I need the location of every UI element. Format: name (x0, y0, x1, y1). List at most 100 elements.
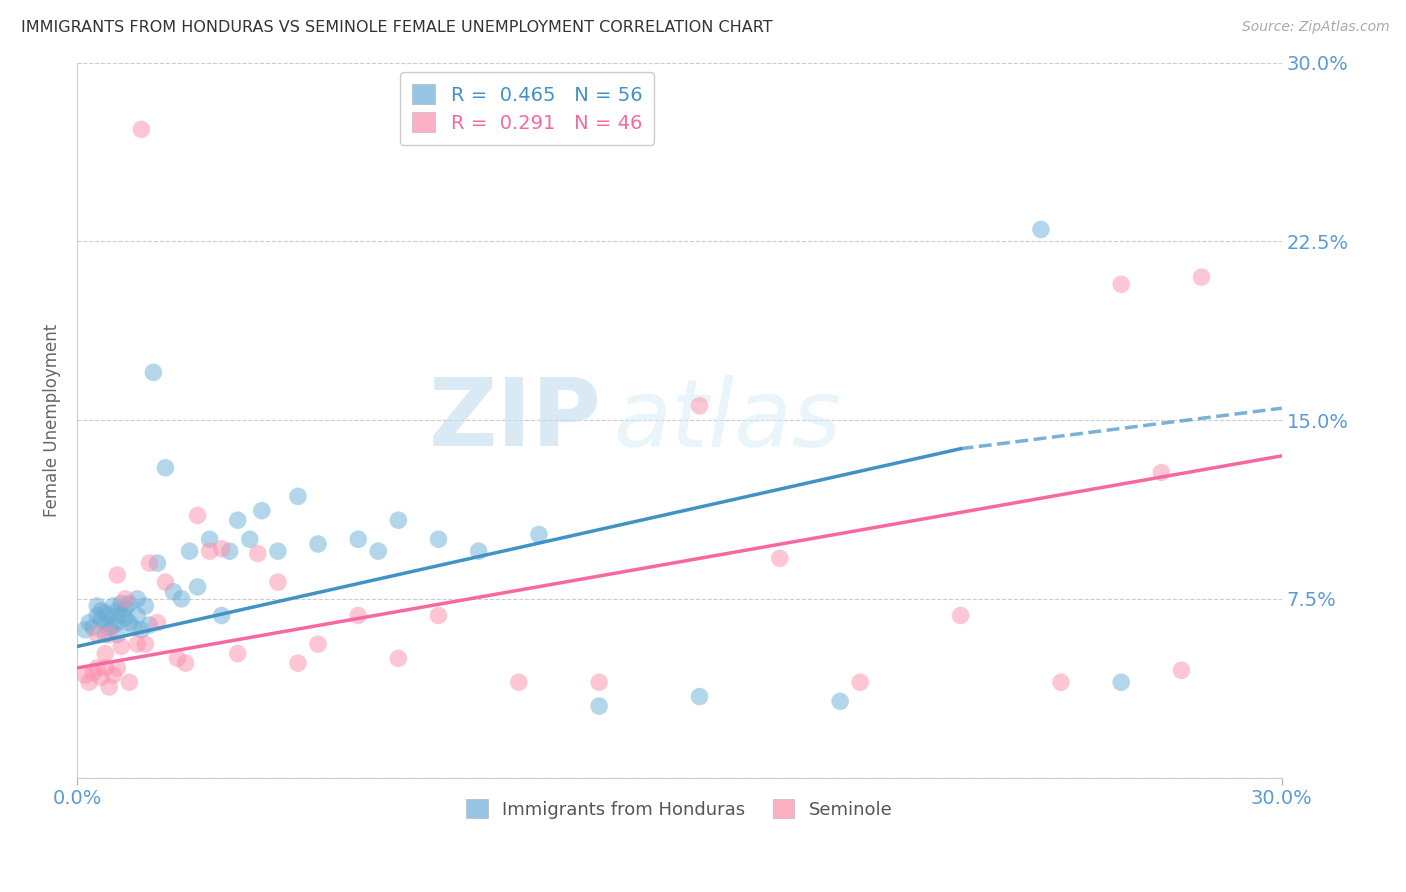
Point (287, 489, 309, 503)
Point (267, 544, 290, 558)
Point (1150, 466, 1173, 480)
Point (86, 599, 108, 613)
Point (166, 651, 188, 665)
Point (98, 620, 121, 634)
Point (77, 675, 100, 690)
Point (467, 544, 489, 558)
Point (94, 627, 117, 641)
Point (134, 599, 156, 613)
Point (105, 568, 128, 582)
Point (118, 675, 141, 690)
Point (949, 608, 972, 623)
Point (769, 551, 792, 566)
Point (155, 460, 177, 475)
Point (1191, 270, 1213, 285)
Point (246, 547, 269, 561)
Point (122, 620, 145, 634)
Point (105, 615, 128, 630)
Point (110, 597, 132, 611)
Point (138, 556, 160, 570)
Point (155, 575, 177, 590)
Point (508, 675, 530, 690)
Point (387, 513, 409, 527)
Point (427, 533, 450, 547)
Point (387, 651, 409, 665)
Point (75, 623, 97, 637)
Point (105, 661, 128, 675)
Point (287, 656, 309, 670)
Y-axis label: Female Unemployment: Female Unemployment (44, 324, 60, 516)
Point (427, 608, 450, 623)
Point (588, 699, 610, 714)
Point (94, 606, 117, 620)
Point (347, 533, 370, 547)
Point (689, 690, 711, 704)
Point (114, 601, 136, 615)
Point (105, 604, 128, 618)
Point (142, 366, 165, 380)
Text: atlas: atlas (613, 375, 841, 466)
Point (347, 608, 370, 623)
Point (267, 575, 290, 590)
Point (367, 544, 389, 558)
Point (239, 533, 262, 547)
Point (75, 668, 97, 682)
Point (103, 618, 125, 632)
Point (134, 637, 156, 651)
Point (307, 537, 329, 551)
Point (211, 541, 233, 556)
Point (179, 544, 201, 558)
Point (94, 647, 117, 661)
Point (114, 591, 136, 606)
Point (98, 680, 121, 694)
Point (198, 544, 221, 558)
Point (118, 597, 141, 611)
Point (226, 647, 249, 661)
Point (110, 608, 132, 623)
Point (90, 613, 112, 627)
Point (1109, 277, 1132, 292)
Legend: Immigrants from Honduras, Seminole: Immigrants from Honduras, Seminole (460, 792, 900, 826)
Point (830, 694, 852, 708)
Point (211, 608, 233, 623)
Point (98, 627, 121, 641)
Point (146, 556, 169, 570)
Point (110, 640, 132, 654)
Point (187, 508, 209, 523)
Point (118, 615, 141, 630)
Point (307, 637, 329, 651)
Point (689, 399, 711, 413)
Point (218, 544, 240, 558)
Point (174, 656, 197, 670)
Point (162, 584, 184, 599)
Point (98, 608, 121, 623)
Point (588, 675, 610, 690)
Text: ZIP: ZIP (429, 374, 602, 467)
Point (86, 661, 108, 675)
Point (1170, 663, 1192, 677)
Text: Source: ZipAtlas.com: Source: ZipAtlas.com (1241, 20, 1389, 34)
Point (146, 615, 169, 630)
Point (82, 620, 104, 634)
Point (849, 675, 872, 690)
Point (90, 604, 112, 618)
Point (1029, 222, 1052, 236)
Point (103, 599, 125, 613)
Point (198, 533, 221, 547)
Point (187, 580, 209, 594)
Point (527, 527, 550, 541)
Point (105, 627, 128, 641)
Point (82, 665, 104, 680)
Point (170, 591, 193, 606)
Text: IMMIGRANTS FROM HONDURAS VS SEMINOLE FEMALE UNEMPLOYMENT CORRELATION CHART: IMMIGRANTS FROM HONDURAS VS SEMINOLE FEM… (21, 20, 773, 35)
Point (103, 668, 125, 682)
Point (114, 611, 136, 625)
Point (131, 623, 153, 637)
Point (94, 615, 117, 630)
Point (94, 661, 117, 675)
Point (77, 615, 100, 630)
Point (250, 503, 273, 517)
Point (1109, 675, 1132, 690)
Point (1050, 675, 1073, 690)
Point (127, 591, 149, 606)
